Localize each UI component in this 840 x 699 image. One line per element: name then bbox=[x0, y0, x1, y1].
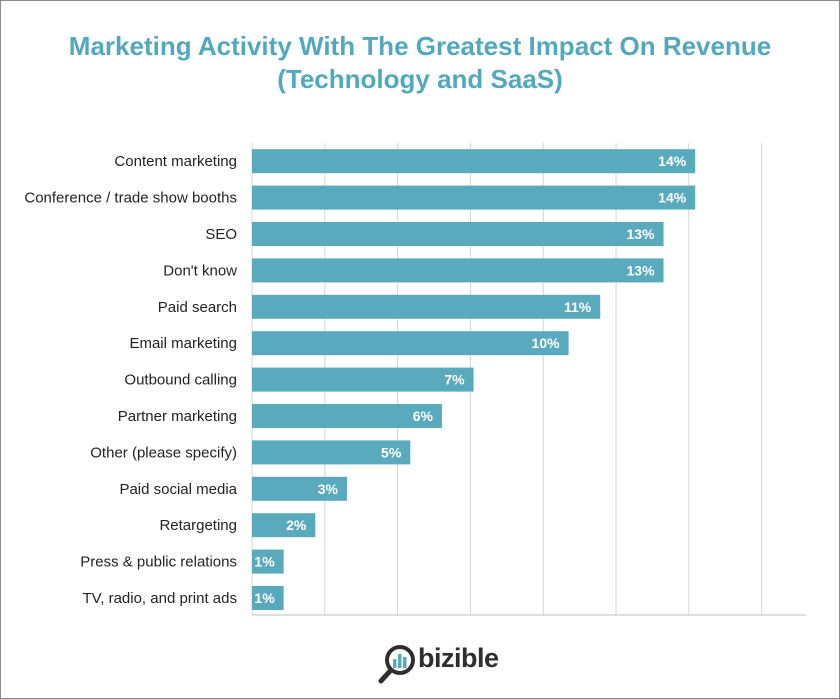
chart-title-line1: Marketing Activity With The Greatest Imp… bbox=[68, 31, 772, 61]
category-label: Paid search bbox=[158, 299, 237, 316]
bar bbox=[252, 258, 664, 283]
data-label: 14% bbox=[658, 153, 687, 169]
bar bbox=[252, 586, 284, 610]
data-label: 2% bbox=[286, 517, 307, 533]
category-label: Don't know bbox=[163, 262, 237, 279]
bar bbox=[252, 185, 696, 210]
category-label: Outbound calling bbox=[124, 372, 237, 389]
bar bbox=[252, 331, 569, 356]
data-label: 5% bbox=[381, 444, 402, 460]
category-label: Conference / trade show booths bbox=[24, 190, 237, 207]
bar bbox=[252, 404, 442, 428]
data-label: 1% bbox=[254, 554, 275, 570]
category-label: Email marketing bbox=[129, 335, 237, 352]
data-label: 1% bbox=[254, 590, 275, 606]
data-label: 3% bbox=[318, 481, 339, 497]
category-label: TV, radio, and print ads bbox=[82, 590, 237, 607]
category-label: Press & public relations bbox=[80, 554, 237, 571]
chart-title: Marketing Activity With The Greatest Imp… bbox=[0, 30, 840, 96]
magnifier-chart-icon bbox=[378, 645, 415, 684]
bizible-logo: bizible bbox=[378, 642, 518, 684]
bar bbox=[252, 367, 474, 392]
bar bbox=[252, 222, 664, 246]
category-label: Partner marketing bbox=[118, 408, 237, 425]
data-label: 13% bbox=[627, 262, 656, 278]
logo-text: bizible bbox=[418, 643, 499, 673]
category-label: Paid social media bbox=[119, 481, 237, 498]
bar bbox=[252, 513, 316, 538]
data-label: 11% bbox=[564, 299, 592, 315]
data-label: 14% bbox=[658, 190, 687, 206]
bar bbox=[252, 149, 696, 174]
data-label: 10% bbox=[532, 335, 561, 351]
bar bbox=[252, 440, 411, 465]
data-label: 13% bbox=[627, 226, 656, 242]
category-label: Other (please specify) bbox=[90, 444, 237, 461]
data-label: 7% bbox=[444, 372, 465, 388]
category-label: Content marketing bbox=[114, 153, 237, 170]
data-label: 6% bbox=[413, 408, 434, 424]
bar bbox=[252, 549, 284, 574]
bar bbox=[252, 294, 601, 319]
category-label: Retargeting bbox=[159, 517, 237, 534]
chart-title-line2: (Technology and SaaS) bbox=[277, 64, 563, 94]
category-label: SEO bbox=[205, 226, 237, 243]
bar bbox=[252, 476, 347, 501]
